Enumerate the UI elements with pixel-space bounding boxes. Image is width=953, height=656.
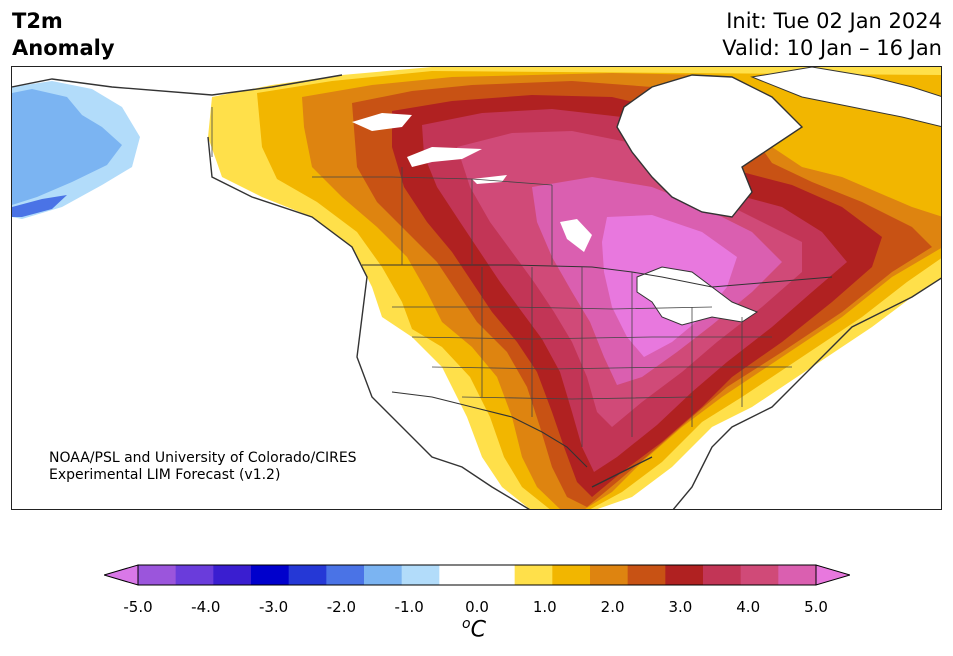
coastline-east xyxy=(591,277,941,509)
colorbar-cell xyxy=(138,565,177,585)
lake-winnipeg xyxy=(560,219,592,252)
colorbar-cell xyxy=(401,565,440,585)
colorbar-tick-label: 3.0 xyxy=(668,598,693,616)
valid-range: Valid: 10 Jan – 16 Jan xyxy=(722,36,942,60)
init-date: Init: Tue 02 Jan 2024 xyxy=(726,9,942,33)
us-mexico-border xyxy=(391,391,588,468)
forecast-dates: Init: Tue 02 Jan 2024 Valid: 10 Jan – 16… xyxy=(722,8,942,62)
colorbar-cell xyxy=(590,565,629,585)
colorbar-tick-label: -1.0 xyxy=(394,598,424,616)
colorbar-cell xyxy=(477,565,516,585)
colorbar-tick-label: 2.0 xyxy=(600,598,625,616)
colorbar-cell xyxy=(552,565,591,585)
cold-anomaly-mid xyxy=(12,89,122,205)
colorbar-tick-label: -3.0 xyxy=(258,598,289,616)
colorbar-tick-label: 1.0 xyxy=(532,598,557,616)
coastline-west xyxy=(12,74,531,509)
data-credit: NOAA/PSL and University of Colorado/CIRE… xyxy=(49,450,357,484)
colorbar-tick-label: -4.0 xyxy=(191,598,221,616)
anomaly-map xyxy=(11,66,942,510)
great-slave-lake xyxy=(352,113,412,131)
colorbar-tick-label: 5.0 xyxy=(804,598,828,616)
colorbar-tick-label: -2.0 xyxy=(326,598,357,616)
colorbar xyxy=(104,564,850,586)
colorbar-cell xyxy=(213,565,252,585)
colorbar-cell xyxy=(514,565,553,585)
colorbar-cell xyxy=(703,565,742,585)
colorbar-cell xyxy=(175,565,214,585)
great-bear-lake xyxy=(407,147,482,167)
colorbar-tick-label: 0.0 xyxy=(465,598,489,616)
lake-athabasca xyxy=(472,175,507,184)
colorbar-outline xyxy=(137,564,817,586)
colorbar-cell xyxy=(740,565,779,585)
map-canvas xyxy=(12,67,941,509)
map-title: T2m Anomaly xyxy=(12,8,115,62)
colorbar-right-extension xyxy=(815,564,850,586)
colorbar-tick-label: 4.0 xyxy=(736,598,761,616)
colorbar-tick-label: -5.0 xyxy=(123,598,153,616)
title-variable: T2m xyxy=(12,9,63,33)
colorbar-cell xyxy=(288,565,327,585)
colorbar-cell xyxy=(364,565,403,585)
colorbar-cell xyxy=(778,565,817,585)
colorbar-left-extension xyxy=(104,564,139,586)
colorbar-cell xyxy=(665,565,704,585)
colorbar-cell xyxy=(326,565,365,585)
colorbar-unit: oC xyxy=(462,616,486,643)
credit-line-2: Experimental LIM Forecast (v1.2) xyxy=(49,467,281,483)
colorbar-cell xyxy=(251,565,290,585)
credit-line-1: NOAA/PSL and University of Colorado/CIRE… xyxy=(49,450,357,466)
state-borders xyxy=(211,107,792,447)
hudson-bay xyxy=(616,74,804,218)
title-field: Anomaly xyxy=(12,36,115,60)
colorbar-cell xyxy=(627,565,666,585)
cold-anomaly-deep xyxy=(12,195,67,217)
colorbar-cell xyxy=(439,565,478,585)
arctic-islands xyxy=(750,67,941,128)
